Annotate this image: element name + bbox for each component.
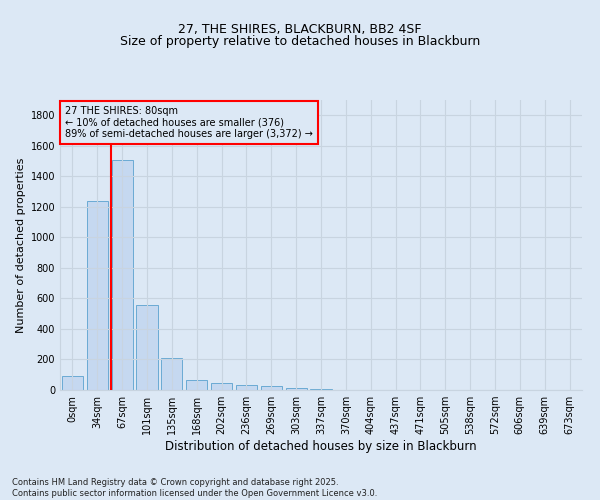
Bar: [161, 358, 182, 390]
Bar: [87, 200, 108, 390]
Bar: [136, 304, 158, 390]
Bar: [310, 389, 332, 390]
Bar: [236, 384, 257, 390]
Text: 27, THE SHIRES, BLACKBURN, BB2 4SF: 27, THE SHIRES, BLACKBURN, BB2 4SF: [178, 22, 422, 36]
Bar: [286, 388, 307, 390]
Bar: [186, 380, 207, 390]
Bar: [261, 386, 282, 390]
Bar: [112, 160, 133, 390]
Bar: [211, 382, 232, 390]
Text: Contains HM Land Registry data © Crown copyright and database right 2025.
Contai: Contains HM Land Registry data © Crown c…: [12, 478, 377, 498]
Text: Size of property relative to detached houses in Blackburn: Size of property relative to detached ho…: [120, 35, 480, 48]
X-axis label: Distribution of detached houses by size in Blackburn: Distribution of detached houses by size …: [165, 440, 477, 453]
Bar: [62, 376, 83, 390]
Text: 27 THE SHIRES: 80sqm
← 10% of detached houses are smaller (376)
89% of semi-deta: 27 THE SHIRES: 80sqm ← 10% of detached h…: [65, 106, 313, 139]
Y-axis label: Number of detached properties: Number of detached properties: [16, 158, 26, 332]
